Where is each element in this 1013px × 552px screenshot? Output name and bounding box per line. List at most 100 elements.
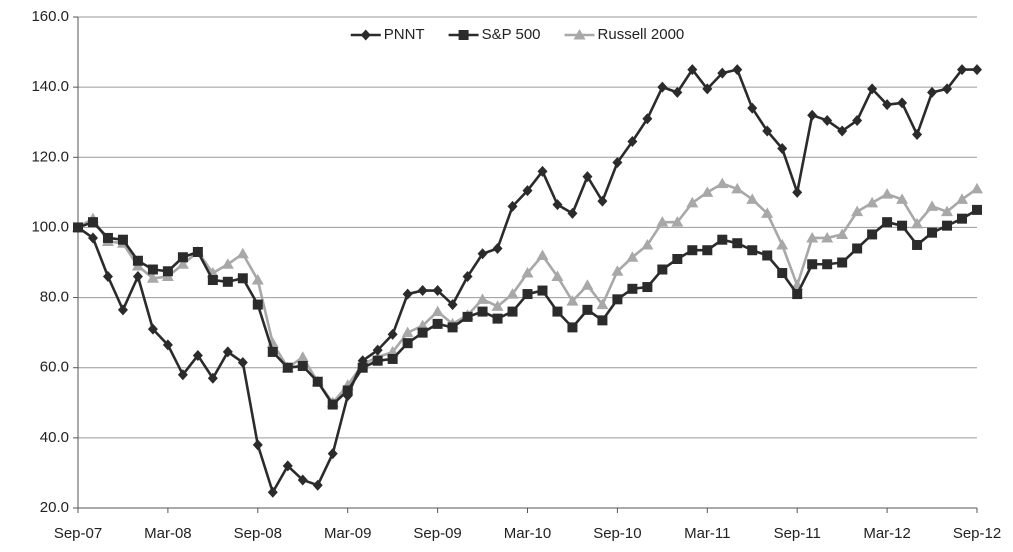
marker — [177, 252, 188, 263]
marker — [672, 86, 683, 98]
marker — [296, 351, 309, 362]
marker — [926, 200, 939, 211]
marker — [582, 304, 593, 315]
marker — [912, 128, 923, 140]
marker — [491, 300, 504, 311]
marker — [297, 360, 308, 371]
marker — [897, 220, 908, 231]
marker — [386, 345, 399, 357]
marker — [732, 238, 743, 249]
marker — [867, 83, 878, 95]
marker — [507, 200, 518, 212]
marker — [522, 185, 533, 197]
marker — [597, 195, 608, 207]
marker — [626, 251, 639, 262]
marker — [582, 171, 593, 183]
marker — [416, 319, 429, 331]
marker — [507, 306, 518, 317]
marker — [806, 231, 819, 243]
marker — [927, 86, 938, 98]
marker — [957, 64, 968, 76]
marker — [807, 259, 818, 270]
marker — [327, 399, 338, 410]
x-tick-label: Sep-11 — [774, 525, 821, 542]
marker — [927, 227, 938, 238]
marker — [972, 64, 982, 76]
marker — [671, 216, 684, 227]
marker — [881, 188, 894, 199]
y-tick-label: 20.0 — [40, 499, 69, 516]
x-tick-label: Mar-10 — [504, 525, 552, 542]
marker — [792, 289, 803, 300]
marker — [73, 221, 83, 233]
marker — [402, 288, 413, 300]
marker — [611, 265, 624, 276]
marker — [221, 258, 234, 269]
x-tick-label: Mar-09 — [324, 525, 372, 542]
y-tick-label: 140.0 — [31, 78, 69, 95]
marker — [552, 306, 563, 317]
marker — [147, 323, 158, 335]
marker — [717, 234, 728, 245]
marker — [656, 216, 669, 227]
marker — [267, 486, 278, 498]
marker — [522, 289, 533, 300]
marker — [462, 271, 473, 283]
marker — [477, 248, 488, 260]
marker — [372, 344, 383, 356]
marker — [762, 125, 773, 137]
marker — [971, 182, 983, 194]
marker — [612, 294, 623, 305]
marker — [911, 217, 924, 229]
marker — [251, 274, 264, 285]
legend-label: PNNT — [384, 26, 425, 43]
marker — [492, 313, 503, 324]
marker — [956, 193, 969, 204]
marker — [567, 322, 578, 333]
marker — [957, 213, 968, 224]
marker — [672, 253, 683, 264]
x-tick-label: Sep-08 — [234, 525, 282, 542]
marker — [596, 298, 609, 310]
marker — [537, 285, 548, 296]
marker — [627, 283, 638, 294]
marker — [402, 338, 413, 349]
marker — [387, 328, 398, 340]
marker — [87, 217, 98, 228]
marker — [657, 264, 668, 275]
legend-label: S&P 500 — [482, 26, 541, 43]
marker — [417, 327, 428, 338]
legend-item: Russell 2000 — [564, 26, 684, 43]
marker — [462, 311, 473, 322]
marker — [417, 285, 428, 297]
legend-item: S&P 500 — [448, 26, 541, 43]
marker — [942, 83, 953, 95]
marker — [458, 30, 469, 40]
marker — [747, 102, 758, 114]
marker — [551, 270, 564, 282]
marker — [102, 232, 113, 243]
marker — [642, 113, 653, 125]
marker — [312, 479, 323, 491]
x-tick-label: Mar-12 — [863, 525, 911, 542]
marker — [687, 245, 698, 256]
marker — [717, 67, 728, 79]
marker — [897, 97, 908, 109]
marker — [207, 275, 218, 286]
marker — [176, 258, 189, 269]
marker — [387, 353, 398, 364]
marker — [822, 114, 833, 126]
marker — [836, 228, 849, 239]
marker — [237, 356, 248, 368]
legend: PNNT S&P 500 Russell 2000 — [350, 26, 684, 43]
x-tick-label: Sep-12 — [953, 525, 1001, 542]
marker — [162, 266, 173, 277]
marker — [777, 143, 788, 155]
marker — [567, 207, 578, 219]
marker — [432, 285, 443, 297]
marker — [447, 299, 458, 311]
marker — [777, 268, 788, 279]
marker — [746, 193, 759, 204]
marker — [732, 64, 743, 76]
